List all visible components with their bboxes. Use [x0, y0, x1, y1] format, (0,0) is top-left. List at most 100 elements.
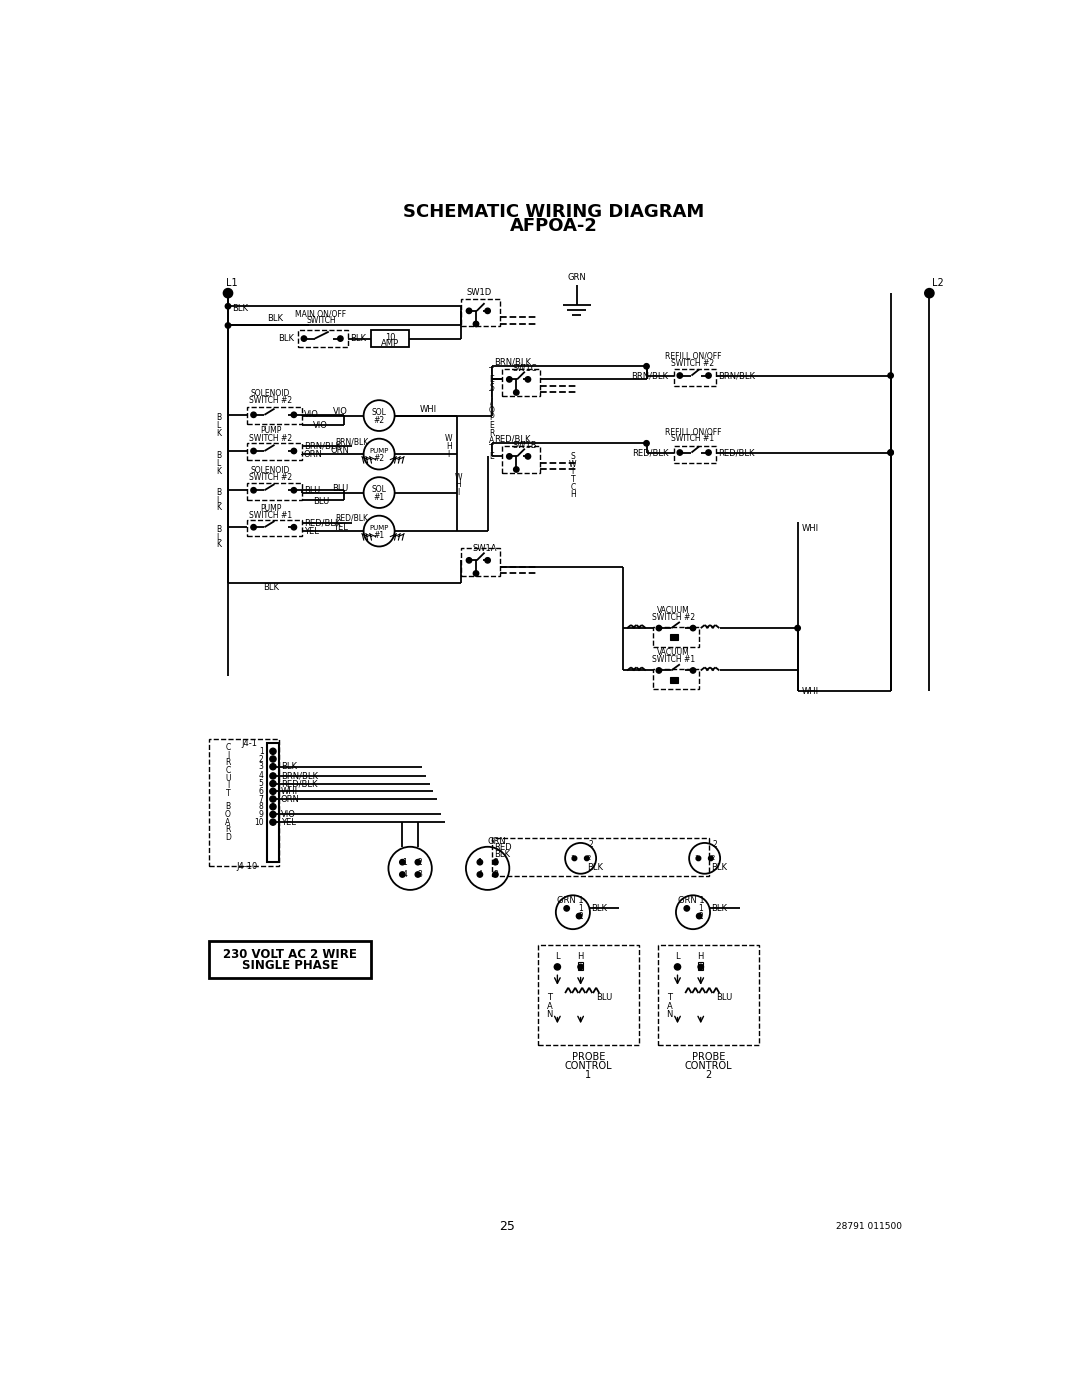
- Text: WHI: WHI: [801, 524, 819, 532]
- Circle shape: [467, 557, 472, 563]
- Text: S: S: [489, 383, 494, 391]
- Circle shape: [697, 856, 701, 861]
- Text: BRN/BLK: BRN/BLK: [281, 771, 318, 781]
- Text: BRN/BLK: BRN/BLK: [631, 372, 669, 380]
- Text: PROBE: PROBE: [692, 1052, 725, 1062]
- Bar: [208, 739, 279, 866]
- Circle shape: [514, 467, 519, 472]
- Circle shape: [690, 626, 696, 631]
- Text: O: O: [225, 810, 231, 819]
- Text: 2: 2: [259, 754, 264, 764]
- Text: I: I: [571, 467, 573, 476]
- Text: I: I: [227, 750, 229, 760]
- Text: ORN: ORN: [303, 450, 323, 460]
- Text: BLU: BLU: [333, 485, 349, 493]
- Text: GRN 1: GRN 1: [677, 897, 704, 905]
- Circle shape: [507, 454, 512, 460]
- Text: 1: 1: [477, 858, 483, 866]
- Text: SWITCH #2: SWITCH #2: [652, 613, 696, 622]
- Text: SWITCH #1: SWITCH #1: [672, 434, 715, 443]
- Text: #1: #1: [374, 531, 384, 541]
- Text: 2: 2: [578, 912, 583, 921]
- Circle shape: [706, 373, 712, 379]
- Text: H: H: [698, 953, 704, 961]
- Text: CONTROL: CONTROL: [565, 1062, 612, 1071]
- Text: RED/BLK: RED/BLK: [632, 448, 669, 457]
- Circle shape: [924, 289, 934, 298]
- Circle shape: [795, 626, 800, 631]
- Bar: [247, 482, 301, 500]
- Text: YEL: YEL: [303, 527, 319, 535]
- Text: 5: 5: [259, 780, 264, 788]
- Text: BLK: BLK: [278, 334, 294, 344]
- Bar: [670, 676, 677, 683]
- Circle shape: [492, 872, 498, 877]
- Text: BRN/BLK: BRN/BLK: [335, 437, 368, 446]
- Circle shape: [270, 749, 276, 754]
- Text: AMP: AMP: [381, 339, 399, 348]
- Text: R: R: [226, 826, 231, 834]
- Text: S: S: [570, 451, 576, 461]
- Text: 2: 2: [418, 858, 422, 866]
- Bar: [298, 330, 348, 346]
- Text: SINGLE PHASE: SINGLE PHASE: [242, 958, 338, 972]
- Text: P: P: [489, 414, 494, 422]
- Text: WHI: WHI: [420, 405, 437, 414]
- Text: C: C: [570, 483, 576, 492]
- Circle shape: [251, 412, 256, 418]
- Circle shape: [251, 524, 256, 529]
- Text: REFILL ON/OFF: REFILL ON/OFF: [665, 427, 721, 436]
- Text: K: K: [216, 467, 221, 475]
- Text: L: L: [217, 420, 220, 430]
- Text: SWITCH: SWITCH: [307, 316, 336, 326]
- Text: 10: 10: [384, 332, 395, 341]
- Circle shape: [888, 373, 893, 379]
- Text: YEL: YEL: [333, 522, 348, 532]
- Circle shape: [485, 309, 490, 313]
- Text: 1: 1: [403, 858, 407, 866]
- Text: 10: 10: [254, 817, 264, 827]
- Text: SWITCH #2: SWITCH #2: [249, 434, 293, 443]
- Text: T: T: [570, 475, 576, 483]
- Circle shape: [270, 781, 276, 787]
- Text: C: C: [226, 743, 231, 752]
- Text: A: A: [489, 436, 495, 446]
- Bar: [578, 963, 583, 970]
- Text: A: A: [546, 1002, 553, 1010]
- Text: RED/BLK: RED/BLK: [494, 434, 530, 444]
- Text: I: I: [457, 488, 459, 497]
- Text: SW1C: SW1C: [512, 365, 537, 373]
- Circle shape: [292, 412, 297, 418]
- Text: H: H: [578, 953, 584, 961]
- Text: VIO: VIO: [281, 810, 296, 819]
- Circle shape: [477, 872, 483, 877]
- Circle shape: [473, 321, 478, 327]
- Text: B: B: [216, 451, 221, 460]
- Text: BLK: BLK: [232, 305, 248, 313]
- Text: 8: 8: [259, 802, 264, 812]
- Bar: [658, 946, 759, 1045]
- Circle shape: [644, 363, 649, 369]
- Bar: [501, 369, 540, 397]
- Circle shape: [485, 557, 490, 563]
- Text: E: E: [489, 374, 494, 384]
- Bar: [372, 330, 408, 346]
- Text: L: L: [217, 458, 220, 468]
- Circle shape: [338, 335, 343, 341]
- Circle shape: [888, 450, 893, 455]
- Circle shape: [292, 524, 297, 529]
- Text: BLK: BLK: [281, 763, 297, 771]
- Text: RED: RED: [494, 842, 512, 852]
- Text: VIO: VIO: [313, 420, 328, 430]
- Text: 6: 6: [259, 787, 264, 796]
- Circle shape: [577, 914, 582, 919]
- Circle shape: [564, 905, 569, 911]
- Bar: [247, 443, 301, 460]
- Text: AFPOA-2: AFPOA-2: [510, 217, 597, 235]
- Text: BLK: BLK: [262, 583, 279, 592]
- Circle shape: [400, 872, 405, 877]
- Circle shape: [270, 756, 276, 763]
- Text: L2: L2: [932, 278, 944, 288]
- Text: 2: 2: [699, 912, 703, 921]
- Text: GRN 1: GRN 1: [557, 897, 584, 905]
